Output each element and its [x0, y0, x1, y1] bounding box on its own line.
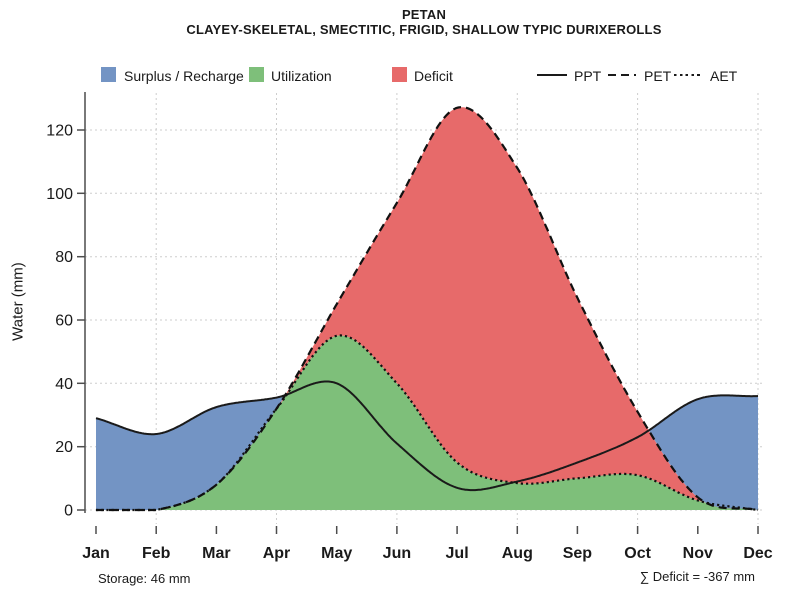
- ppt-curve: [95, 380, 759, 492]
- x-tick-label: Jul: [446, 545, 469, 562]
- aet-line-sample: [674, 74, 702, 77]
- chart-subtitle: CLAYEY-SKELETAL, SMECTITIC, FRIGID, SHAL…: [186, 22, 662, 37]
- pet-curve: [96, 106, 759, 512]
- x-tick-label: Apr: [263, 545, 291, 562]
- y-tick-label: 120: [46, 123, 73, 140]
- y-tick-label: 80: [55, 249, 73, 266]
- x-tick-label: Feb: [142, 545, 171, 562]
- fill-surplus: [649, 395, 758, 510]
- x-tick-label: Sep: [563, 545, 593, 562]
- surplus-legend-label: Surplus / Recharge: [124, 68, 244, 84]
- y-tick-label: 40: [55, 376, 73, 393]
- x-tick-label: Mar: [202, 545, 230, 562]
- y-tick-label: 0: [64, 503, 73, 520]
- x-tick-label: Nov: [683, 545, 713, 562]
- utilization-swatch: [249, 67, 264, 82]
- x-tick-label: Oct: [624, 545, 651, 562]
- fill-deficit: [96, 107, 758, 510]
- ppt-line-sample: [537, 74, 567, 77]
- deficit-legend-label: Deficit: [414, 68, 453, 84]
- x-tick-label: Jan: [82, 545, 110, 562]
- x-tick-label: Dec: [743, 545, 772, 562]
- pet-line-sample: [608, 74, 636, 77]
- x-tick-label: Jun: [383, 545, 411, 562]
- storage-annotation: Storage: 46 mm: [98, 571, 191, 586]
- ppt-legend-label: PPT: [574, 68, 602, 84]
- deficit-swatch: [392, 67, 407, 82]
- y-tick-label: 60: [55, 313, 73, 330]
- x-tick-label: Aug: [502, 545, 533, 562]
- fill-surplus: [96, 395, 285, 510]
- deficit-sum-annotation: ∑ Deficit = -367 mm: [639, 569, 755, 584]
- x-tick-label: May: [321, 545, 352, 562]
- y-tick-label: 100: [46, 186, 73, 203]
- y-tick-label: 20: [55, 439, 73, 456]
- pet-legend-label: PET: [644, 68, 672, 84]
- chart-title: PETAN: [401, 7, 447, 22]
- utilization-legend-label: Utilization: [271, 68, 332, 84]
- fill-utilization: [96, 335, 758, 510]
- surplus-swatch: [101, 67, 116, 82]
- aet-legend-label: AET: [710, 68, 738, 84]
